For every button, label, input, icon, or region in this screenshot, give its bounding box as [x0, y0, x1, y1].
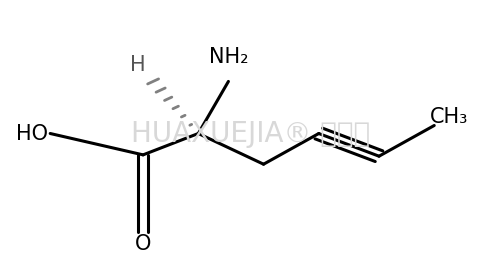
Text: H: H: [130, 56, 146, 75]
Text: HUAXUEJIA® 化学加: HUAXUEJIA® 化学加: [131, 120, 370, 147]
Text: HO: HO: [16, 124, 48, 143]
Text: CH₃: CH₃: [429, 108, 467, 127]
Text: NH₂: NH₂: [208, 48, 247, 67]
Text: O: O: [135, 234, 151, 254]
